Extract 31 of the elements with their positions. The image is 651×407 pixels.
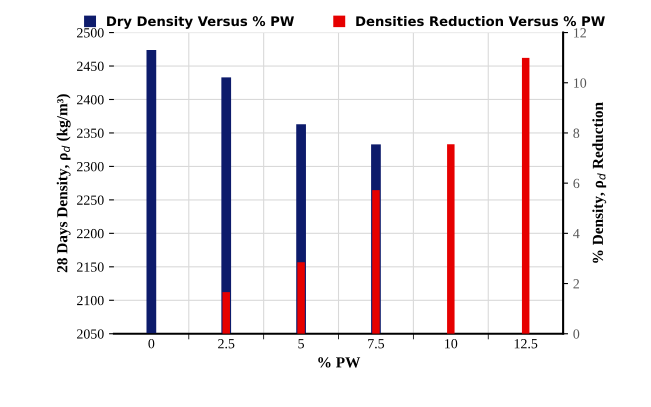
y-tick-label: 2200 (77, 228, 104, 238)
x-tick-label: 12.5 (514, 339, 538, 348)
bar (447, 144, 455, 334)
x-tick-label: 5 (298, 339, 304, 348)
y-tick-label: 2300 (77, 162, 104, 172)
x-tick-label: 10 (445, 339, 458, 348)
bar (522, 58, 530, 334)
y2-tick-label: 2 (573, 279, 580, 288)
legend-label: Dry Density Versus % PW (107, 16, 294, 29)
y2-tick-label: 6 (573, 178, 580, 188)
y-tick-label: 2500 (77, 28, 104, 38)
y2-axis-title: % Density, ρ$_{d}$ Reduction (592, 102, 606, 263)
y2-tick-label: 0 (573, 329, 580, 339)
y2-tick-label: 10 (574, 78, 586, 88)
y-tick-label: 2450 (77, 62, 104, 71)
y-tick-label: 2350 (77, 128, 104, 138)
y-tick-label: 2400 (77, 95, 104, 104)
x-tick-label: 2.5 (218, 339, 234, 348)
x-tick-label: 7.5 (368, 339, 384, 348)
bar (222, 292, 230, 334)
y2-tick-label: 4 (573, 229, 580, 238)
y2-tick-label: 8 (573, 128, 580, 138)
y-tick-label: 2050 (77, 329, 104, 339)
y-tick-label: 2100 (77, 296, 104, 306)
x-axis-title: % PW (318, 357, 360, 368)
y-axis-title: 28 Days Density, ρ$_{d}$ (kg/m³) (56, 94, 71, 272)
legend-label: Densities Reduction Versus % PW (356, 16, 605, 26)
x-tick-label: 0 (148, 339, 154, 348)
y2-tick-label: 12 (574, 28, 586, 38)
y-tick-label: 2250 (77, 195, 104, 205)
y-tick-label: 2150 (77, 262, 104, 272)
